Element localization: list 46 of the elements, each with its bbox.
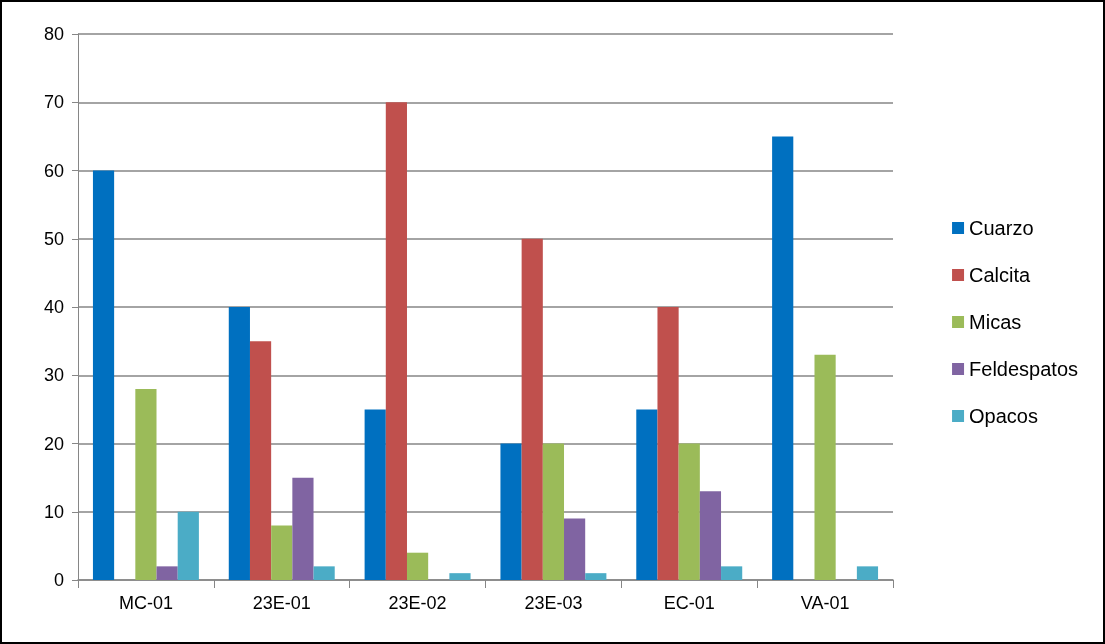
bar — [500, 443, 522, 580]
bar — [313, 566, 335, 580]
legend-label: Micas — [969, 311, 1022, 333]
x-tick-label: MC-01 — [118, 593, 173, 613]
bar — [657, 307, 679, 580]
bar — [856, 566, 879, 580]
bar — [92, 170, 115, 580]
bar — [721, 566, 743, 580]
bar — [177, 511, 199, 580]
bar — [564, 518, 586, 580]
bar — [636, 409, 658, 580]
legend-label: Calcita — [969, 264, 1032, 286]
legend-label: Cuarzo — [969, 217, 1034, 239]
y-tick-label: 60 — [43, 160, 64, 181]
legend-label: Opacos — [969, 405, 1038, 427]
bar — [364, 409, 386, 580]
bar — [385, 102, 407, 580]
y-tick-label: 80 — [43, 24, 64, 44]
x-tick-label: 23E-02 — [388, 593, 447, 613]
x-tick-label: 23E-03 — [524, 593, 583, 613]
bar — [271, 525, 293, 580]
bar — [814, 354, 836, 580]
bar — [249, 341, 272, 580]
bar — [585, 573, 607, 580]
bar — [542, 443, 565, 580]
y-tick-label: 70 — [43, 92, 64, 113]
x-tick-label: 23E-01 — [252, 593, 311, 613]
y-tick-label: 0 — [53, 570, 64, 590]
y-tick-label: 30 — [43, 365, 64, 386]
bar — [449, 573, 471, 580]
bar — [292, 477, 314, 580]
bar — [406, 552, 429, 580]
bar — [228, 307, 250, 580]
bar — [521, 238, 543, 580]
x-tick-label: VA-01 — [800, 593, 850, 613]
bar — [699, 491, 722, 580]
y-tick-label: 40 — [43, 297, 64, 317]
bar — [678, 443, 700, 580]
y-tick-label: 10 — [43, 501, 64, 522]
y-tick-label: 20 — [43, 433, 64, 454]
y-tick-label: 50 — [43, 228, 64, 249]
bar — [156, 566, 178, 580]
bar — [772, 136, 794, 580]
bar — [135, 388, 157, 580]
legend-label: Feldespatos — [969, 358, 1079, 380]
x-tick-label: EC-01 — [663, 593, 715, 613]
